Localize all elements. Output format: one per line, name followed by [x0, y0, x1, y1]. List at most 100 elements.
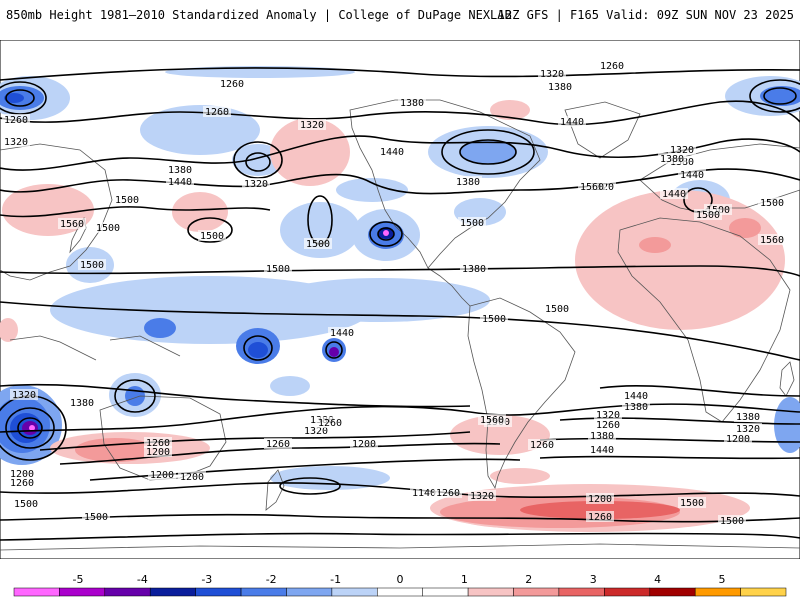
contour-label-bg	[264, 438, 292, 449]
contour-label: 1320	[736, 424, 760, 435]
colorbar-cells	[13, 587, 787, 597]
contour-label-bg	[166, 164, 194, 175]
contour-label: 1320	[596, 410, 620, 421]
contour-label-bg	[94, 222, 122, 233]
contour-label-bg	[328, 327, 356, 338]
contour-label-bg	[528, 439, 556, 450]
colorbar-cell	[286, 587, 333, 597]
contour-label: 1380	[70, 398, 94, 409]
colorbar-tick-label: 4	[654, 573, 661, 586]
contour-label-bg	[264, 263, 292, 274]
contour-label-bg	[468, 490, 496, 501]
colorbar: -5 -4 -3 -2 -1 0 1 2 3 4 5	[0, 572, 800, 600]
colorbar-cell	[195, 587, 242, 597]
contour-label-bg	[316, 417, 344, 428]
contour-label-bg	[594, 409, 622, 420]
contour-label-bg	[8, 477, 36, 488]
colorbar-cell	[513, 587, 560, 597]
contour-label: 1500	[14, 499, 38, 510]
contour-label: 1560	[480, 415, 504, 426]
contour-label: 1440	[590, 445, 614, 456]
contour-label-bg	[588, 444, 616, 455]
contour-label-bg	[724, 433, 752, 444]
contour-label: 1260	[146, 438, 170, 449]
contour-label: 1200	[146, 447, 170, 458]
contour-label: 1320	[540, 69, 564, 80]
contour-label-bg	[543, 303, 571, 314]
contour-label: 1380	[624, 402, 648, 413]
contour-label-bg	[622, 390, 650, 401]
contour-label: 1440	[330, 328, 354, 339]
contour-label: 1260	[600, 61, 624, 72]
contour-label: 1200	[726, 434, 750, 445]
contour-label-bg	[558, 116, 586, 127]
contour-label-bg	[478, 414, 506, 425]
contour-label-bg	[378, 146, 406, 157]
contour-label-bg	[454, 176, 482, 187]
contour-label: 1380	[400, 98, 424, 109]
contour-label: 1320	[300, 120, 324, 131]
contour-label: 1560	[760, 235, 784, 246]
colorbar-tick-label: -5	[73, 573, 84, 586]
contour-label: 1320	[470, 491, 494, 502]
contour-label-bg	[10, 389, 38, 400]
contour-label: 1380	[462, 264, 486, 275]
contour-label-bg	[594, 419, 622, 430]
contour-label-bg	[144, 437, 172, 448]
contour-label-bg	[298, 119, 326, 130]
colorbar-cell	[740, 587, 787, 597]
contour-label-bg	[203, 106, 231, 117]
contour-label-bg	[218, 78, 246, 89]
contour-label-bg	[588, 430, 616, 441]
contour-label-bg	[734, 423, 762, 434]
contour-label-bg	[242, 178, 270, 189]
contour-label-bg	[598, 60, 626, 71]
contour-label: 1500	[306, 239, 330, 250]
contour-label: 1500	[720, 516, 744, 527]
contour-label: 1260	[530, 440, 554, 451]
contour-labels: 1260 1260 1320 1380 1440 1260 1320 1260 1320 1380…	[2, 60, 786, 527]
contour-label-bg	[8, 468, 36, 479]
colorbar-cell	[422, 587, 469, 597]
contour-label-bg	[68, 397, 96, 408]
contour-label: 1560	[580, 182, 604, 193]
contour-label-bg	[578, 181, 606, 192]
contour-label-bg	[678, 497, 706, 508]
contour-label-bg	[350, 438, 378, 449]
contour-label: 1320	[12, 390, 36, 401]
contour-label: 1320	[244, 179, 268, 190]
contour-label-bg	[734, 411, 762, 422]
contour-label-bg	[144, 446, 172, 457]
colorbar-cell	[240, 587, 287, 597]
anomaly-map: 1260 1260 1320 1380 1440 1260 1320 1260 1320 1380…	[0, 40, 800, 559]
contour-label: 1260	[4, 115, 28, 126]
colorbar-cell	[331, 587, 378, 597]
map-title: 850mb Height 1981–2010 Standardized Anom…	[6, 8, 512, 22]
colorbar-tick-label: -4	[137, 573, 148, 586]
contour-label-bg	[586, 511, 614, 522]
colorbar-cell	[13, 587, 60, 597]
colorbar-cell	[694, 587, 741, 597]
contour-label: 1200	[588, 494, 612, 505]
closed-lows	[0, 79, 800, 495]
contour-label: 1500	[460, 218, 484, 229]
colorbar-tick-label: 1	[461, 573, 468, 586]
colorbar-cell	[149, 587, 196, 597]
contour-label: 1440	[380, 147, 404, 158]
contour-label: 1380	[456, 177, 480, 188]
contour-label-bg	[178, 471, 206, 482]
contour-label-bg	[622, 401, 650, 412]
contour-label-bg	[78, 259, 106, 270]
contour-label-bg	[82, 511, 110, 522]
colorbar-cell	[59, 587, 106, 597]
contour-label: 1500	[200, 231, 224, 242]
contour-label-bg	[2, 114, 30, 125]
contour-label-bg	[302, 425, 330, 436]
contour-label-bg	[694, 209, 722, 220]
contour-label-bg	[113, 194, 141, 205]
contour-label: 1440	[680, 170, 704, 181]
header: 850mb Height 1981–2010 Standardized Anom…	[0, 0, 800, 40]
contour-label-bg	[718, 515, 746, 526]
contour-label: 1260	[220, 79, 244, 90]
negative-anomaly-shading	[0, 66, 800, 516]
